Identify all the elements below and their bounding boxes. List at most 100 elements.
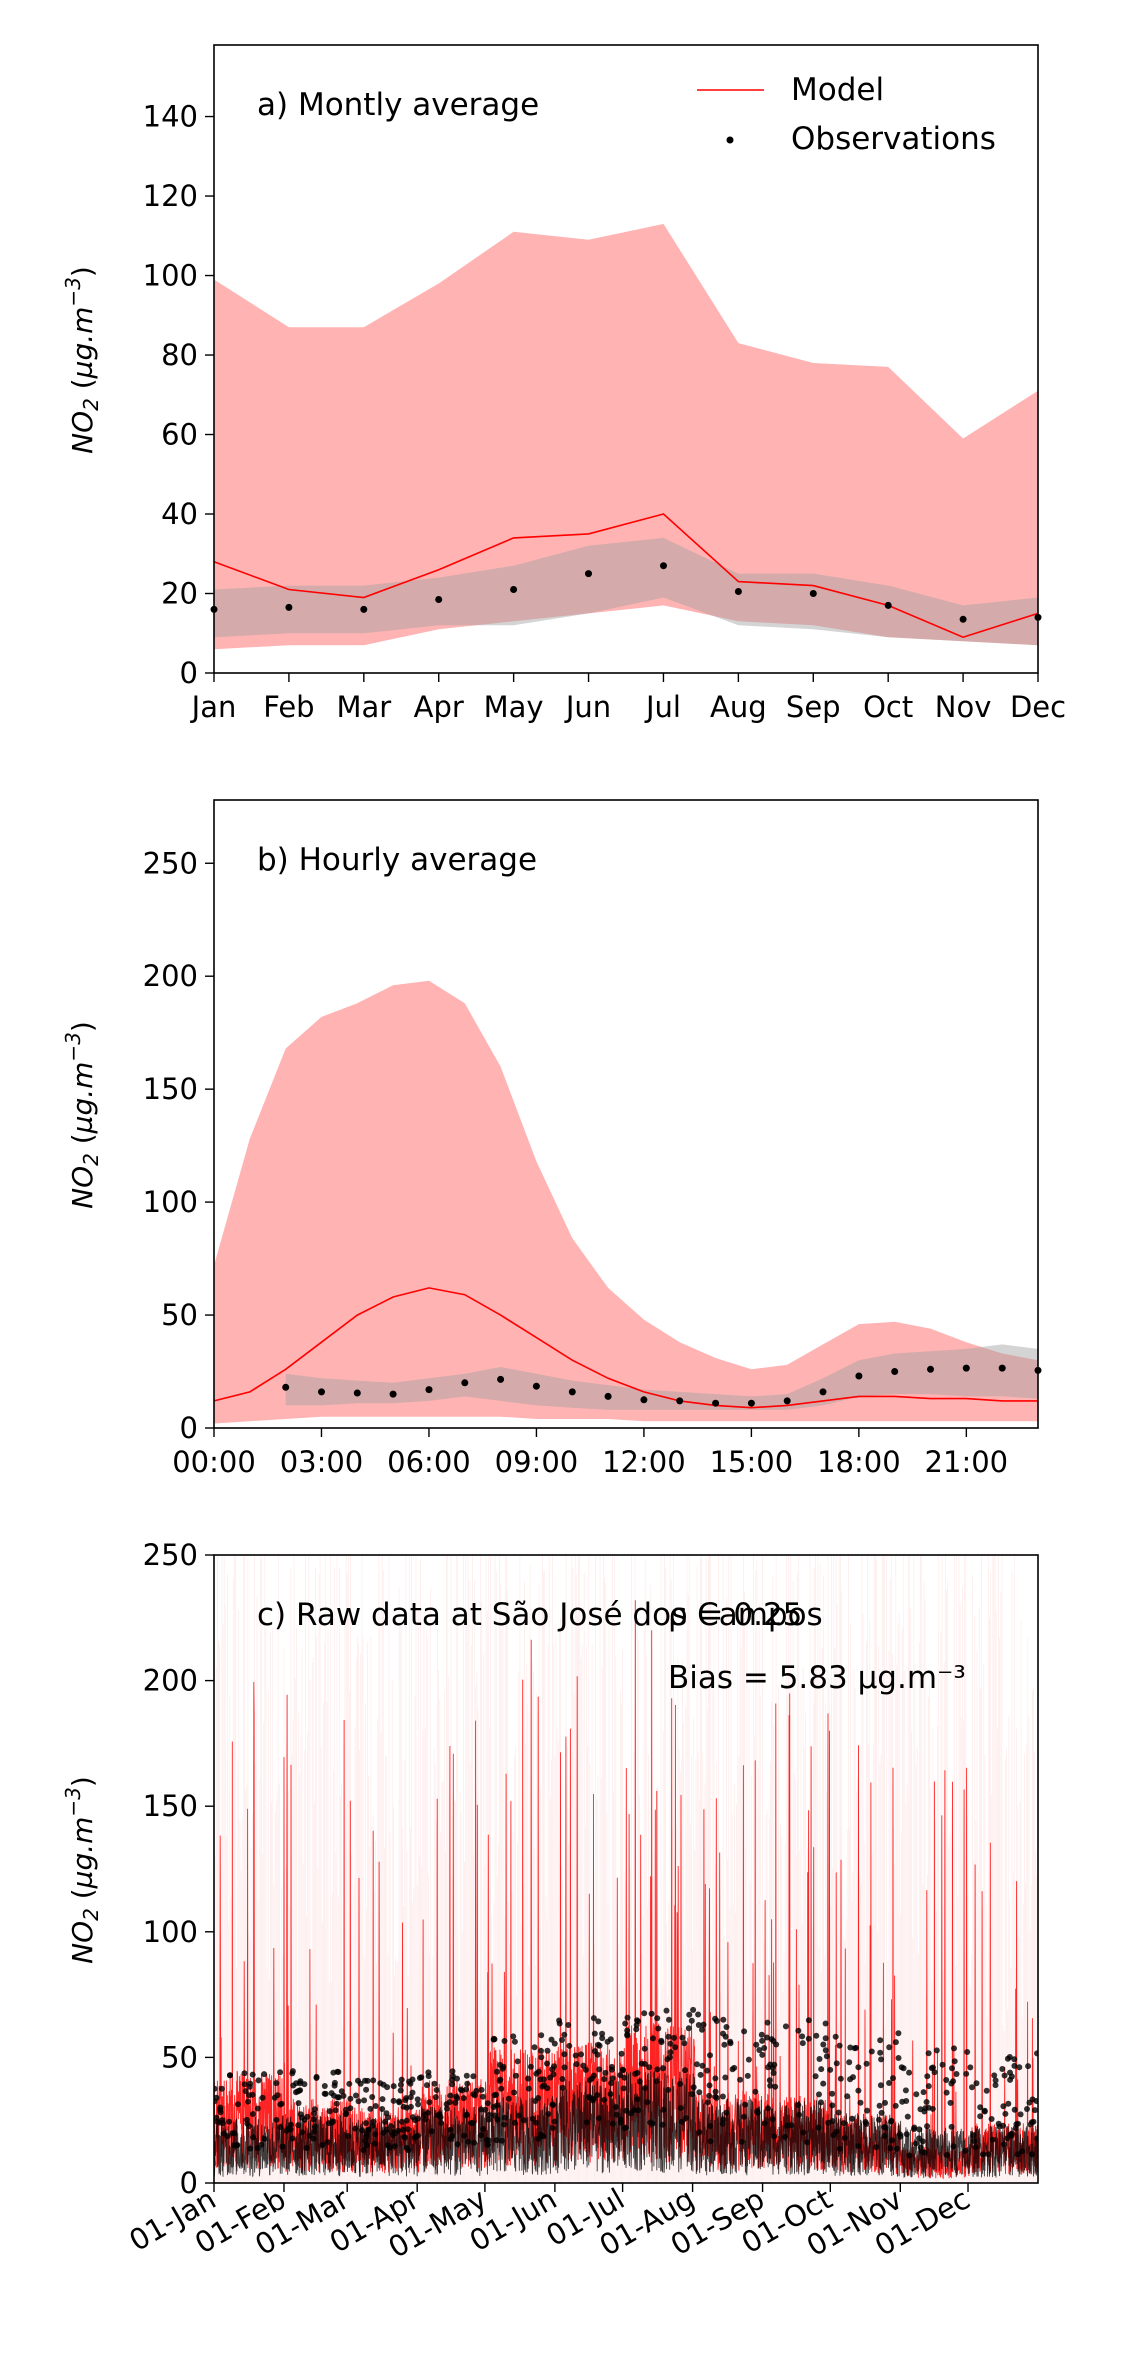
observation-point (916, 2126, 923, 2133)
plot-frame (213, 44, 1039, 674)
observation-point (250, 2134, 256, 2141)
observation-point (294, 2088, 301, 2095)
observation-point (538, 2047, 544, 2054)
observation-point (765, 2105, 771, 2112)
observation-point (527, 2063, 534, 2070)
observation-point (551, 2040, 558, 2047)
observation-point (782, 2023, 789, 2030)
observation-point (607, 2091, 614, 2098)
y-tick-label: 200 (143, 959, 198, 993)
observation-point (333, 2100, 340, 2107)
observation-point (837, 2075, 844, 2082)
observation-point (948, 2123, 955, 2130)
observation-point (1025, 2063, 1032, 2070)
observation-point (620, 2085, 627, 2092)
observation-point (255, 2077, 262, 2084)
observation-point (969, 2084, 975, 2091)
observation-point (1007, 2069, 1013, 2076)
observation-point (622, 2124, 629, 2131)
monthly-average-panel: 0 20 40 60 80 100 120 140 Jan Feb Mar Apr May Jun Jul A… (61, 44, 1066, 724)
observation-point (667, 2049, 674, 2056)
observation-point (819, 1388, 827, 1396)
observation-point (311, 2128, 318, 2135)
observation-point (362, 2077, 368, 2084)
observation-point (646, 2064, 653, 2071)
observation-point (363, 2133, 370, 2140)
observation-point (863, 2060, 870, 2067)
observation-point (699, 2026, 705, 2033)
observation-point (531, 2044, 538, 2051)
y-tick-label: 40 (161, 497, 198, 531)
observation-point (363, 2120, 369, 2127)
observation-point (783, 1397, 791, 1405)
observation-point (623, 2107, 630, 2114)
observation-point (855, 2064, 862, 2071)
observation-point (823, 2053, 830, 2060)
observation-point (591, 2030, 598, 2037)
observation-point (407, 2094, 414, 2101)
plot-frame (213, 1554, 1039, 2184)
observation-point (906, 2069, 913, 2076)
observation-point (371, 2140, 378, 2147)
observation-point (731, 2064, 738, 2071)
observation-point (633, 2026, 640, 2033)
observation-point (461, 1379, 469, 1387)
observation-point (379, 2106, 386, 2112)
observation-point (367, 2105, 374, 2112)
observation-point (992, 2077, 999, 2084)
observation-point (950, 2143, 957, 2150)
observation-point (254, 2105, 261, 2112)
observation-point (391, 2143, 398, 2150)
observation-point (425, 1386, 433, 1394)
observation-point (585, 570, 592, 578)
observation-point (720, 2116, 727, 2123)
observation-point (545, 2111, 552, 2117)
observation-point (409, 2089, 416, 2096)
observation-point (590, 2072, 597, 2079)
observation-point (478, 2132, 485, 2139)
observation-point (273, 2080, 280, 2087)
observation-point (596, 2042, 603, 2049)
observation-point (681, 2040, 688, 2047)
observation-point (836, 2145, 843, 2152)
observation-point (877, 2082, 884, 2089)
observation-point (310, 2135, 317, 2142)
observation-point (829, 2118, 836, 2125)
observation-point (235, 2101, 241, 2108)
observation-point (1014, 2151, 1021, 2158)
observation-point (438, 2119, 445, 2126)
observation-point (389, 1390, 397, 1398)
observation-point (402, 2097, 409, 2104)
observation-point (609, 2120, 616, 2127)
observation-point (244, 2120, 251, 2127)
observation-point (501, 2114, 508, 2121)
observation-point (930, 2064, 936, 2071)
observation-point (636, 2078, 643, 2085)
observation-point (665, 2086, 672, 2093)
observation-point (360, 2147, 367, 2154)
observation-point (970, 2132, 977, 2139)
observation-point (463, 2072, 470, 2079)
model-range-band (214, 223, 1038, 650)
observation-point (330, 2069, 337, 2076)
observation-point (696, 2129, 703, 2136)
observation-point (282, 1383, 290, 1391)
observation-point (382, 2118, 389, 2125)
observation-point (397, 2081, 404, 2088)
observation-point (214, 2114, 220, 2121)
observation-point (464, 2080, 471, 2087)
observation-point (1011, 2106, 1018, 2113)
observation-point (795, 2027, 802, 2034)
observation-point (295, 2100, 302, 2107)
observation-point (873, 2144, 880, 2151)
observation-point (1006, 2054, 1013, 2060)
observation-point (241, 2070, 248, 2077)
x-tick-label: 12:00 (602, 1445, 686, 1479)
observation-point (454, 2141, 461, 2148)
y-tick-label: 250 (143, 1538, 198, 1572)
observation-point (287, 2126, 294, 2133)
observation-point (426, 2099, 433, 2106)
observation-point (1001, 2072, 1008, 2079)
observation-point (400, 2126, 407, 2133)
observation-point (925, 2050, 932, 2057)
